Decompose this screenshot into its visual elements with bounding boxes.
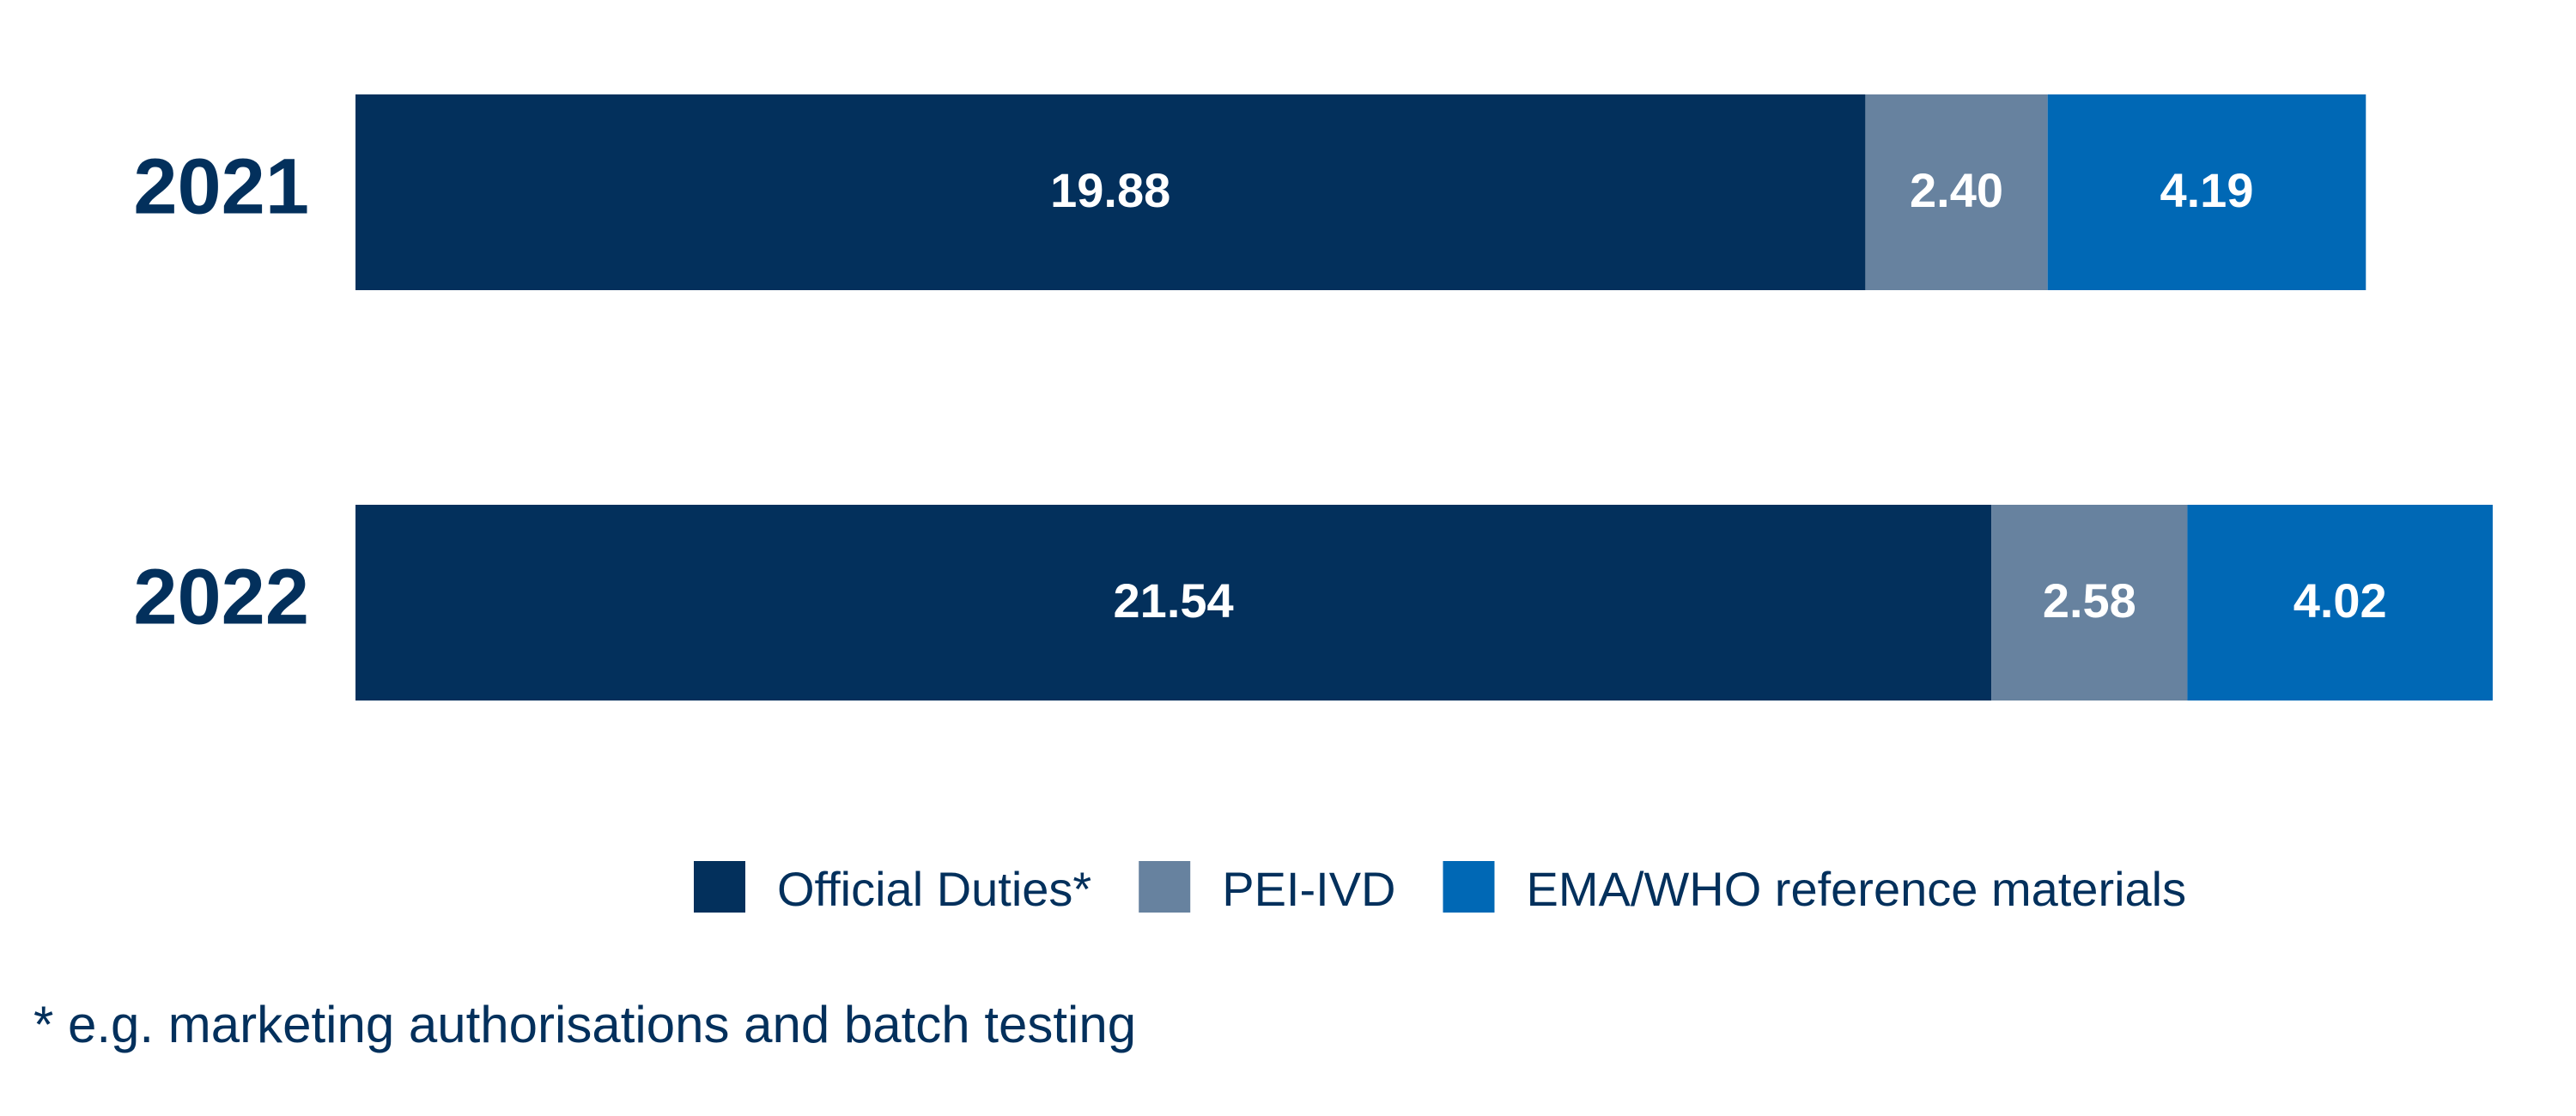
- bar-segment: [2187, 505, 2493, 701]
- value-label: 2.40: [1910, 163, 2003, 217]
- footnote: * e.g. marketing authorisations and batc…: [33, 996, 1136, 1053]
- value-label: 19.88: [1050, 163, 1170, 217]
- category-label: 2022: [133, 553, 309, 640]
- legend-label: EMA/WHO reference materials: [1526, 862, 2186, 916]
- legend-swatch: [694, 861, 745, 913]
- bar-segment: [1991, 505, 2188, 701]
- legend-label: PEI-IVD: [1222, 862, 1395, 916]
- bar-segment: [1865, 94, 2048, 290]
- bar-segment: [355, 94, 1866, 290]
- bar-segment: [2047, 94, 2366, 290]
- legend-label: Official Duties*: [777, 862, 1091, 916]
- value-label: 21.54: [1114, 573, 1234, 628]
- legend-swatch: [1443, 861, 1495, 913]
- value-label: 2.58: [2043, 573, 2136, 628]
- legend-swatch: [1139, 861, 1191, 913]
- bar-segment: [355, 505, 1992, 701]
- value-label: 4.19: [2160, 163, 2253, 217]
- category-label: 2021: [133, 143, 309, 230]
- value-label: 4.02: [2293, 573, 2387, 628]
